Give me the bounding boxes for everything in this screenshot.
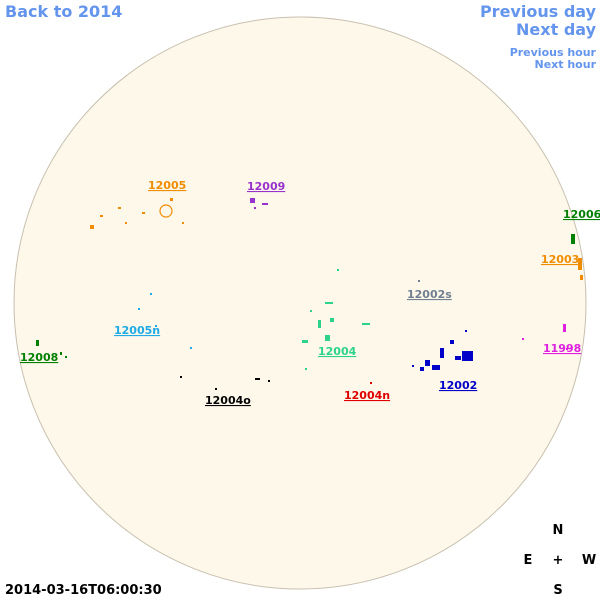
sunspot <box>450 340 454 344</box>
regions: 12005 12009 12006 12003 12002s 12005n 12008 120… <box>20 179 600 407</box>
sunspot <box>325 302 333 304</box>
sunspot <box>142 212 145 214</box>
compass-south: S <box>553 583 562 598</box>
sunspot <box>566 348 568 350</box>
sunspot <box>462 351 473 361</box>
sunspot <box>571 234 575 244</box>
sunspot <box>305 368 307 370</box>
region-label[interactable]: 12003 <box>541 253 579 266</box>
compass-east: E <box>524 553 533 568</box>
sunspot <box>455 356 461 360</box>
sunspot <box>90 225 94 229</box>
sunspot <box>337 269 339 271</box>
sunspot <box>362 323 370 325</box>
sunspot <box>268 380 270 382</box>
previous-day-link[interactable]: Previous day <box>480 2 597 21</box>
sunspot <box>138 308 140 310</box>
sunspot <box>465 330 467 332</box>
compass-west: W <box>582 553 596 568</box>
sunspot <box>318 320 321 328</box>
sunspot <box>310 310 312 312</box>
sunspot <box>150 293 152 295</box>
sunspot <box>578 258 582 270</box>
region-label[interactable]: 12002 <box>439 379 477 392</box>
next-hour-link[interactable]: Next hour <box>535 58 597 71</box>
sunspot <box>118 207 121 209</box>
sunspot <box>420 367 424 371</box>
sunspot <box>412 365 414 367</box>
region-label[interactable]: 12004 <box>318 345 357 358</box>
region-label[interactable]: 12005 <box>148 179 186 192</box>
sunspot <box>432 365 440 370</box>
sunspot <box>262 203 268 205</box>
sunspot <box>522 338 524 340</box>
region-label[interactable]: 12008 <box>20 351 58 364</box>
sunspot <box>580 275 583 280</box>
sunspot <box>65 356 67 358</box>
timestamp: 2014-03-16T06:00:30 <box>5 583 162 598</box>
region-label[interactable]: 11998 <box>543 342 581 355</box>
sunspot <box>330 318 334 322</box>
sunspot <box>159 204 173 218</box>
sunspot <box>440 348 444 358</box>
sunspot <box>250 198 255 203</box>
sunspot <box>418 280 420 282</box>
sunspot <box>563 324 566 332</box>
region-label[interactable]: 12009 <box>247 180 285 193</box>
previous-hour-link[interactable]: Previous hour <box>510 46 597 59</box>
sunspot <box>370 382 372 384</box>
region-label[interactable]: 12005n <box>114 324 160 337</box>
sunspot <box>155 325 157 327</box>
sunspot <box>254 207 256 209</box>
sunspot <box>182 222 184 224</box>
sunspot <box>60 352 62 355</box>
region-label[interactable]: 12002s <box>407 288 452 301</box>
sunspot <box>190 347 192 349</box>
sunspot <box>125 222 127 224</box>
compass-north: N <box>553 523 564 538</box>
sunspot <box>100 215 103 217</box>
region-label[interactable]: 12004n <box>344 389 390 402</box>
sunspot <box>215 388 217 390</box>
solar-disk <box>13 16 587 590</box>
sunspot <box>302 340 308 343</box>
back-link[interactable]: Back to 2014 <box>5 2 122 21</box>
region-label[interactable]: 12006 <box>563 208 600 221</box>
sunspot <box>255 378 260 380</box>
next-day-link[interactable]: Next day <box>516 20 597 39</box>
sunspot <box>180 376 182 378</box>
sunspot <box>170 198 173 201</box>
sunspot <box>36 340 39 346</box>
sunspot <box>325 335 330 341</box>
region-label[interactable]: 12004o <box>205 394 251 407</box>
compass-center: + <box>553 553 564 568</box>
sunspot <box>425 360 430 366</box>
